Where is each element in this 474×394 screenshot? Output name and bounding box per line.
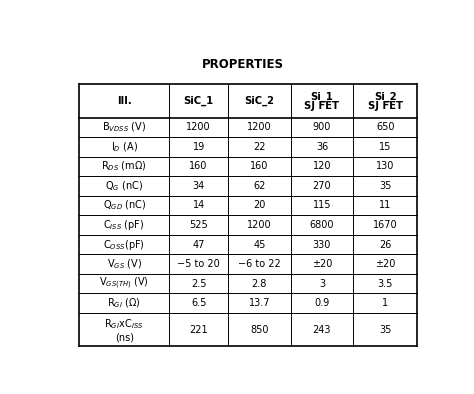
Text: 0.9: 0.9 [314, 298, 329, 308]
Text: 47: 47 [192, 240, 205, 249]
Text: 243: 243 [313, 325, 331, 335]
Text: 270: 270 [313, 181, 331, 191]
Text: 14: 14 [192, 201, 205, 210]
Text: 35: 35 [379, 181, 392, 191]
Text: 1670: 1670 [373, 220, 398, 230]
Text: 36: 36 [316, 142, 328, 152]
Text: 22: 22 [253, 142, 265, 152]
Text: Q$_G$ (nC): Q$_G$ (nC) [105, 179, 143, 193]
Text: 1200: 1200 [247, 122, 272, 132]
Text: III.: III. [117, 96, 132, 106]
Text: 20: 20 [253, 201, 265, 210]
Text: −5 to 20: −5 to 20 [177, 259, 220, 269]
Text: 26: 26 [379, 240, 392, 249]
Text: Si_1: Si_1 [310, 92, 333, 102]
Text: SJ FET: SJ FET [304, 101, 339, 112]
Text: I$_D$ (A): I$_D$ (A) [111, 140, 138, 154]
Text: 6800: 6800 [310, 220, 334, 230]
Text: Q$_{GD}$ (nC): Q$_{GD}$ (nC) [102, 199, 146, 212]
Text: 62: 62 [253, 181, 265, 191]
Text: 115: 115 [313, 201, 331, 210]
Text: 120: 120 [313, 162, 331, 171]
Text: 525: 525 [189, 220, 208, 230]
Text: 330: 330 [313, 240, 331, 249]
Text: ±20: ±20 [375, 259, 395, 269]
Text: R$_{GI}$xC$_{ISS}$
(ns): R$_{GI}$xC$_{ISS}$ (ns) [104, 317, 144, 342]
Text: 160: 160 [250, 162, 269, 171]
Text: R$_{GI}$ (Ω): R$_{GI}$ (Ω) [107, 296, 141, 310]
Text: 1200: 1200 [186, 122, 211, 132]
Text: 850: 850 [250, 325, 269, 335]
Text: C$_{OSS}$(pF): C$_{OSS}$(pF) [103, 238, 145, 251]
Text: 3: 3 [319, 279, 325, 288]
Text: Si_2: Si_2 [374, 92, 397, 102]
Text: SiC_2: SiC_2 [245, 96, 274, 106]
Text: B$_{VDSS}$ (V): B$_{VDSS}$ (V) [102, 121, 146, 134]
Text: 34: 34 [192, 181, 205, 191]
Text: V$_{GS(TH)}$ (V): V$_{GS(TH)}$ (V) [100, 276, 149, 291]
Text: R$_{DS}$ (mΩ): R$_{DS}$ (mΩ) [101, 160, 147, 173]
Text: 11: 11 [379, 201, 392, 210]
Text: 45: 45 [253, 240, 265, 249]
Text: 6.5: 6.5 [191, 298, 206, 308]
Text: V$_{GS}$ (V): V$_{GS}$ (V) [107, 257, 142, 271]
Text: −6 to 22: −6 to 22 [238, 259, 281, 269]
Text: 15: 15 [379, 142, 392, 152]
Text: SJ FET: SJ FET [368, 101, 403, 112]
Text: 3.5: 3.5 [378, 279, 393, 288]
Text: 19: 19 [192, 142, 205, 152]
Text: 130: 130 [376, 162, 394, 171]
Text: 1200: 1200 [247, 220, 272, 230]
Text: PROPERTIES: PROPERTIES [202, 58, 284, 71]
Text: SiC_1: SiC_1 [183, 96, 214, 106]
Text: 650: 650 [376, 122, 394, 132]
Text: 35: 35 [379, 325, 392, 335]
Text: 13.7: 13.7 [249, 298, 270, 308]
Text: 1: 1 [382, 298, 388, 308]
Text: 2.5: 2.5 [191, 279, 206, 288]
Text: 221: 221 [189, 325, 208, 335]
Text: ±20: ±20 [312, 259, 332, 269]
Text: 160: 160 [190, 162, 208, 171]
Text: C$_{ISS}$ (pF): C$_{ISS}$ (pF) [103, 218, 145, 232]
Text: 900: 900 [313, 122, 331, 132]
Text: 2.8: 2.8 [252, 279, 267, 288]
